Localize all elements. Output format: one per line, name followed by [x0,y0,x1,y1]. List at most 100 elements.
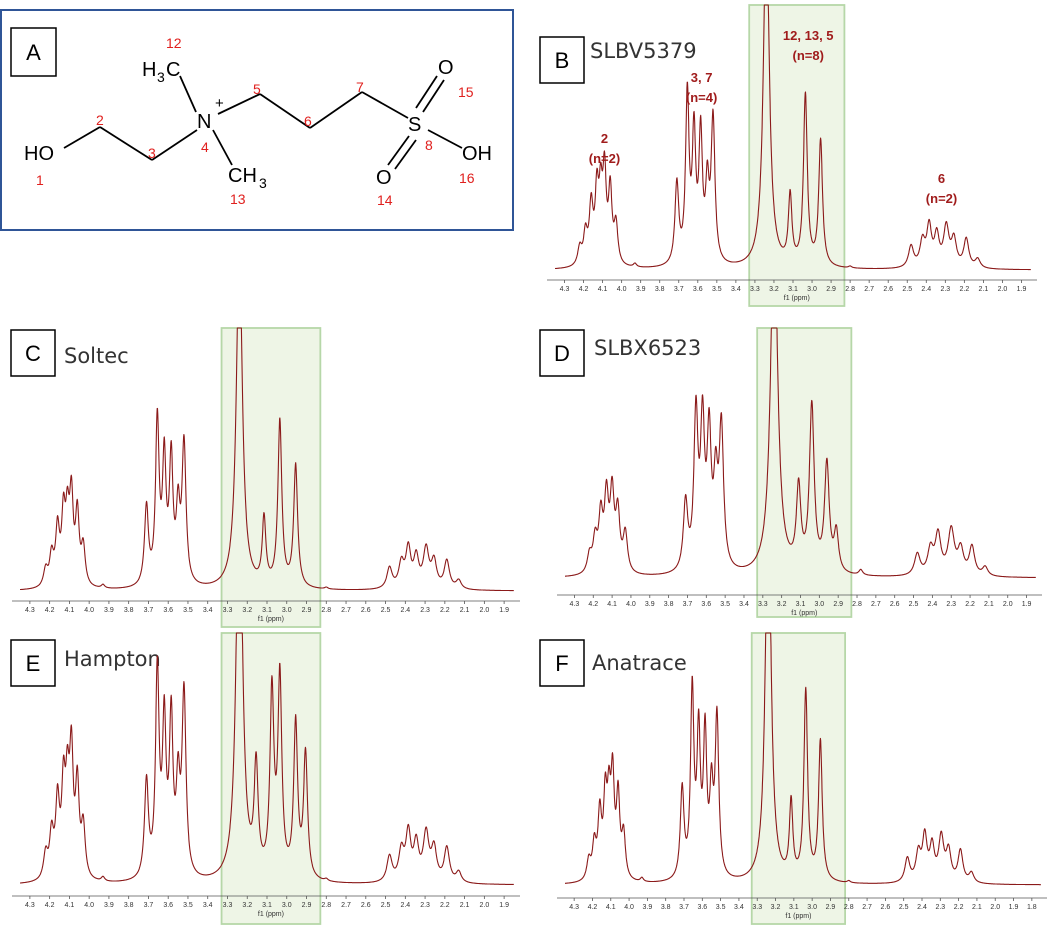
spectrum-panel-d: D SLBX6523 4.3 4.2 4.1 4.0 3.9 3.8 3.7 3.6 3.5 3.4 3… [539,327,1042,618]
spectrum-line [564,327,1037,579]
x-tick-label: 3.4 [203,902,213,909]
x-tick-label: 2.1 [460,902,470,909]
atom-n-charge: + [215,95,224,112]
x-tick-label: 4.3 [25,902,35,909]
x-tick-label: 4.3 [570,601,580,608]
x-tick-label: 2.0 [990,904,1000,911]
atom-number: 7 [356,79,364,95]
x-tick-label: 2.6 [883,286,893,293]
bond-n-ch3-bottom [212,129,233,166]
x-axis-label: f1 (ppm) [258,911,284,918]
x-tick-label: 3.0 [814,601,824,608]
highlight-region [756,327,853,618]
x-tick-label: 3.2 [769,286,779,293]
x-tick-label: 3.2 [242,607,252,614]
panel-letter-box [539,36,585,84]
panel-letter-box-a [10,27,57,77]
peak-annotation: (n=8) [793,48,824,63]
x-tick-label: 3.6 [693,286,703,293]
x-tick-label: 3.6 [163,902,173,909]
x-tick-label: 2.3 [935,904,945,911]
x-tick-label: 3.5 [716,904,726,911]
x-tick-label: 4.0 [624,904,634,911]
x-tick-label: 4.1 [606,904,616,911]
x-tick-label: 2.8 [844,904,854,911]
bond-n-c5 [217,93,261,115]
x-tick-label: 2.9 [833,601,843,608]
atom-oh: OH [462,143,492,165]
atom-number: 13 [230,191,246,207]
x-tick-label: 4.1 [598,286,608,293]
x-tick-label: 1.8 [1027,904,1037,911]
x-tick-label: 3.9 [645,601,655,608]
peak-annotation: (n=2) [589,151,620,166]
x-tick-label: 2.1 [984,601,994,608]
x-tick-label: 3.3 [750,286,760,293]
x-axis-label: f1 (ppm) [784,295,810,302]
highlight-region [220,632,322,925]
peak-annotation: (n=4) [686,90,717,105]
x-tick-label: 2.3 [946,601,956,608]
spectrum-panel-f: F Anatrace 4.3 4.2 4.1 4.0 3.9 3.8 3.7 3.6 3.5 3.4 3… [539,632,1047,925]
atom-ch3-c: CH [228,165,257,187]
atom-number: 16 [459,170,475,186]
panel-letter: E [26,651,41,676]
x-tick-label: 2.0 [998,286,1008,293]
x-tick-label: 3.0 [807,286,817,293]
spectrum-panel-e: E Hampton 4.3 4.2 4.1 4.0 3.9 3.8 3.7 3.6 3.5 3.4 3.… [10,632,520,925]
x-tick-label: 2.5 [381,607,391,614]
x-tick-label: 2.8 [845,286,855,293]
x-tick-label: 2.6 [361,902,371,909]
x-tick-label: 3.2 [777,601,787,608]
spectrum-line [19,632,515,886]
x-tick-label: 2.1 [972,904,982,911]
bond-c6-c7 [309,91,363,129]
highlight-region [750,632,847,925]
x-tick-label: 3.1 [262,607,272,614]
x-tick-label: 1.9 [499,607,509,614]
x-tick-label: 3.4 [734,904,744,911]
x-tick-label: 3.7 [674,286,684,293]
atoms: HO N + H 3 C CH 3 S O O OH [24,57,492,191]
panel-letter-box [10,639,56,687]
x-tick-label: 3.4 [731,286,741,293]
x-tick-label: 3.6 [697,904,707,911]
x-tick-label: 3.5 [720,601,730,608]
x-tick-label: 3.3 [223,902,233,909]
x-tick-label: 2.4 [917,904,927,911]
atom-number: 14 [377,192,393,208]
atom-number: 5 [253,81,261,97]
x-tick-label: 2.4 [921,286,931,293]
bond-n-ch3-top [179,75,197,113]
x-tick-label: 3.4 [203,607,213,614]
x-tick-label: 4.0 [617,286,627,293]
x-tick-label: 3.0 [807,904,817,911]
x-tick-label: 3.3 [223,607,233,614]
panel-title: SLBX6523 [594,336,701,360]
atom-number: 6 [304,113,312,129]
bond-o-c2 [63,126,101,149]
x-tick-label: 3.7 [144,902,154,909]
x-tick-label: 1.9 [1022,601,1032,608]
x-tick-label: 2.6 [890,601,900,608]
spectrum-panel-b: B SLBV5379 4.3 4.2 4.1 4.0 3.9 3.8 3.7 3.6 3.5 3.4 3… [539,4,1037,307]
x-tick-label: 2.7 [341,902,351,909]
x-tick-label: 2.2 [959,286,969,293]
peak-annotation: (n=2) [926,191,957,206]
x-tick-label: 3.1 [262,902,272,909]
x-axis-label: f1 (ppm) [791,610,817,617]
x-tick-label: 2.5 [902,286,912,293]
x-tick-label: 2.5 [381,902,391,909]
x-tick-label: 2.2 [440,902,450,909]
x-tick-label: 3.5 [183,607,193,614]
peak-annotation: 6 [938,171,945,186]
panel-title: Hampton [64,647,161,671]
atom-number: 8 [425,137,433,153]
x-tick-label: 2.0 [479,607,489,614]
atom-number: 3 [148,145,156,161]
panel-letter-a: A [26,40,41,65]
atom-ch3-sub: 3 [259,175,267,191]
x-tick-label: 2.5 [899,904,909,911]
x-tick-label: 2.8 [852,601,862,608]
atom-ho: HO [24,143,54,165]
